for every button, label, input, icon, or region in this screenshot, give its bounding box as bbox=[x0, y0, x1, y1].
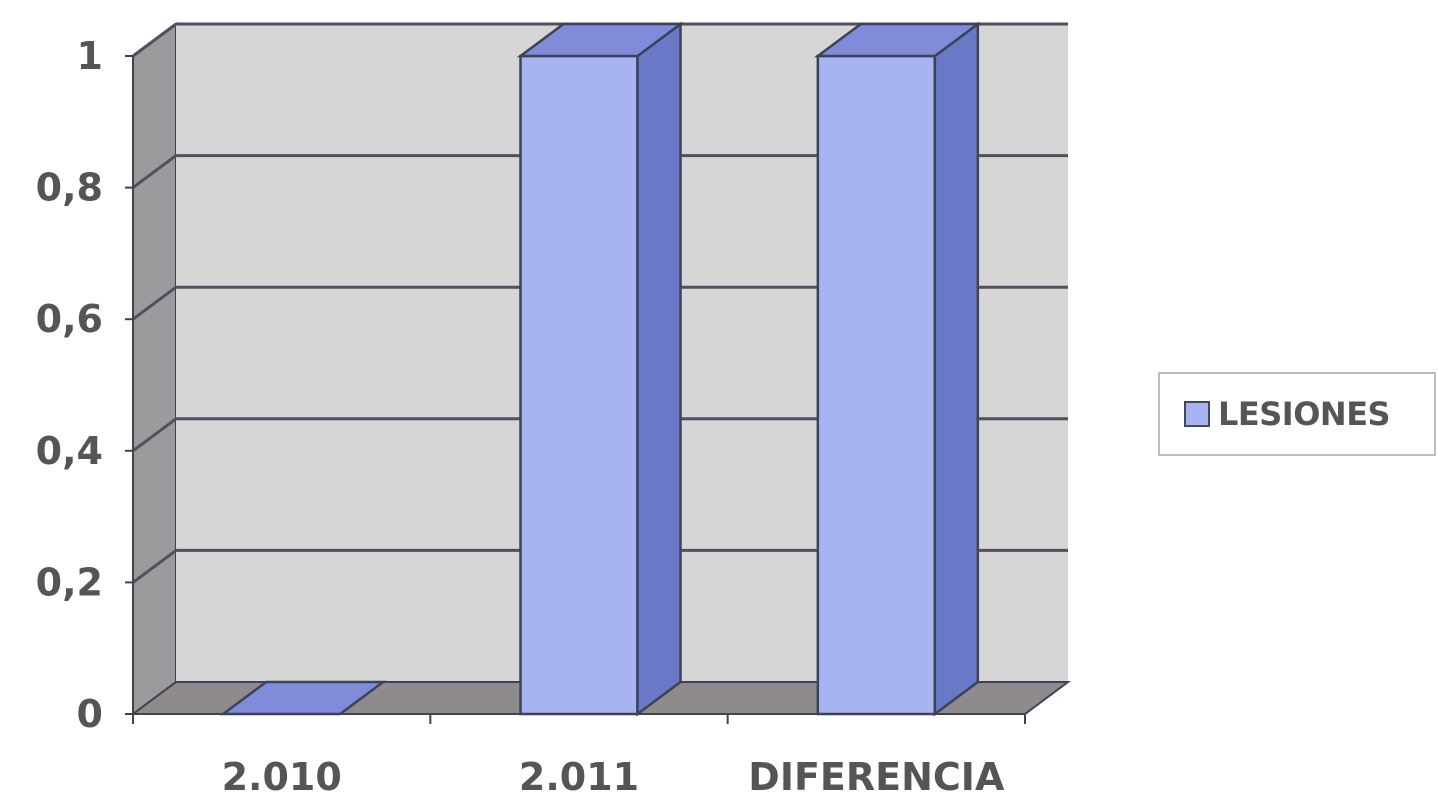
x-tick-labels: 2.010 2.011 DIFERENCIA bbox=[222, 755, 1005, 799]
x-tick-label: 2.011 bbox=[519, 755, 639, 799]
y-tick-label: 1 bbox=[77, 34, 103, 78]
y-tick-label: 0,8 bbox=[36, 166, 103, 210]
bar-front bbox=[816, 54, 937, 716]
side-wall bbox=[132, 22, 177, 716]
x-tick-label: DIFERENCIA bbox=[748, 755, 1005, 799]
gridline-side bbox=[132, 22, 177, 58]
gridline-side bbox=[132, 549, 177, 584]
bar-side bbox=[636, 21, 682, 717]
gridline-side bbox=[132, 417, 177, 453]
y-tick-label: 0,6 bbox=[36, 297, 103, 341]
y-tick-label: 0 bbox=[77, 692, 103, 736]
bar-top bbox=[814, 22, 982, 58]
legend-swatch bbox=[1184, 401, 1210, 427]
bars bbox=[219, 21, 982, 717]
bar bbox=[516, 21, 685, 717]
legend-label: LESIONES bbox=[1218, 395, 1391, 433]
bar bbox=[219, 680, 387, 716]
bar-top bbox=[516, 22, 685, 58]
bar-side bbox=[933, 21, 980, 717]
y-tick-labels: 0 0,2 0,4 0,6 0,8 1 bbox=[36, 34, 103, 736]
y-tick-label: 0,2 bbox=[36, 560, 103, 604]
gridline-side bbox=[132, 285, 177, 321]
legend: LESIONES bbox=[1158, 372, 1436, 456]
y-tick-label: 0,4 bbox=[36, 429, 103, 473]
bar bbox=[814, 21, 982, 717]
x-tick-label: 2.010 bbox=[222, 755, 342, 799]
bar-front bbox=[519, 54, 639, 716]
gridline-side bbox=[132, 154, 177, 189]
bar-top bbox=[219, 680, 387, 716]
